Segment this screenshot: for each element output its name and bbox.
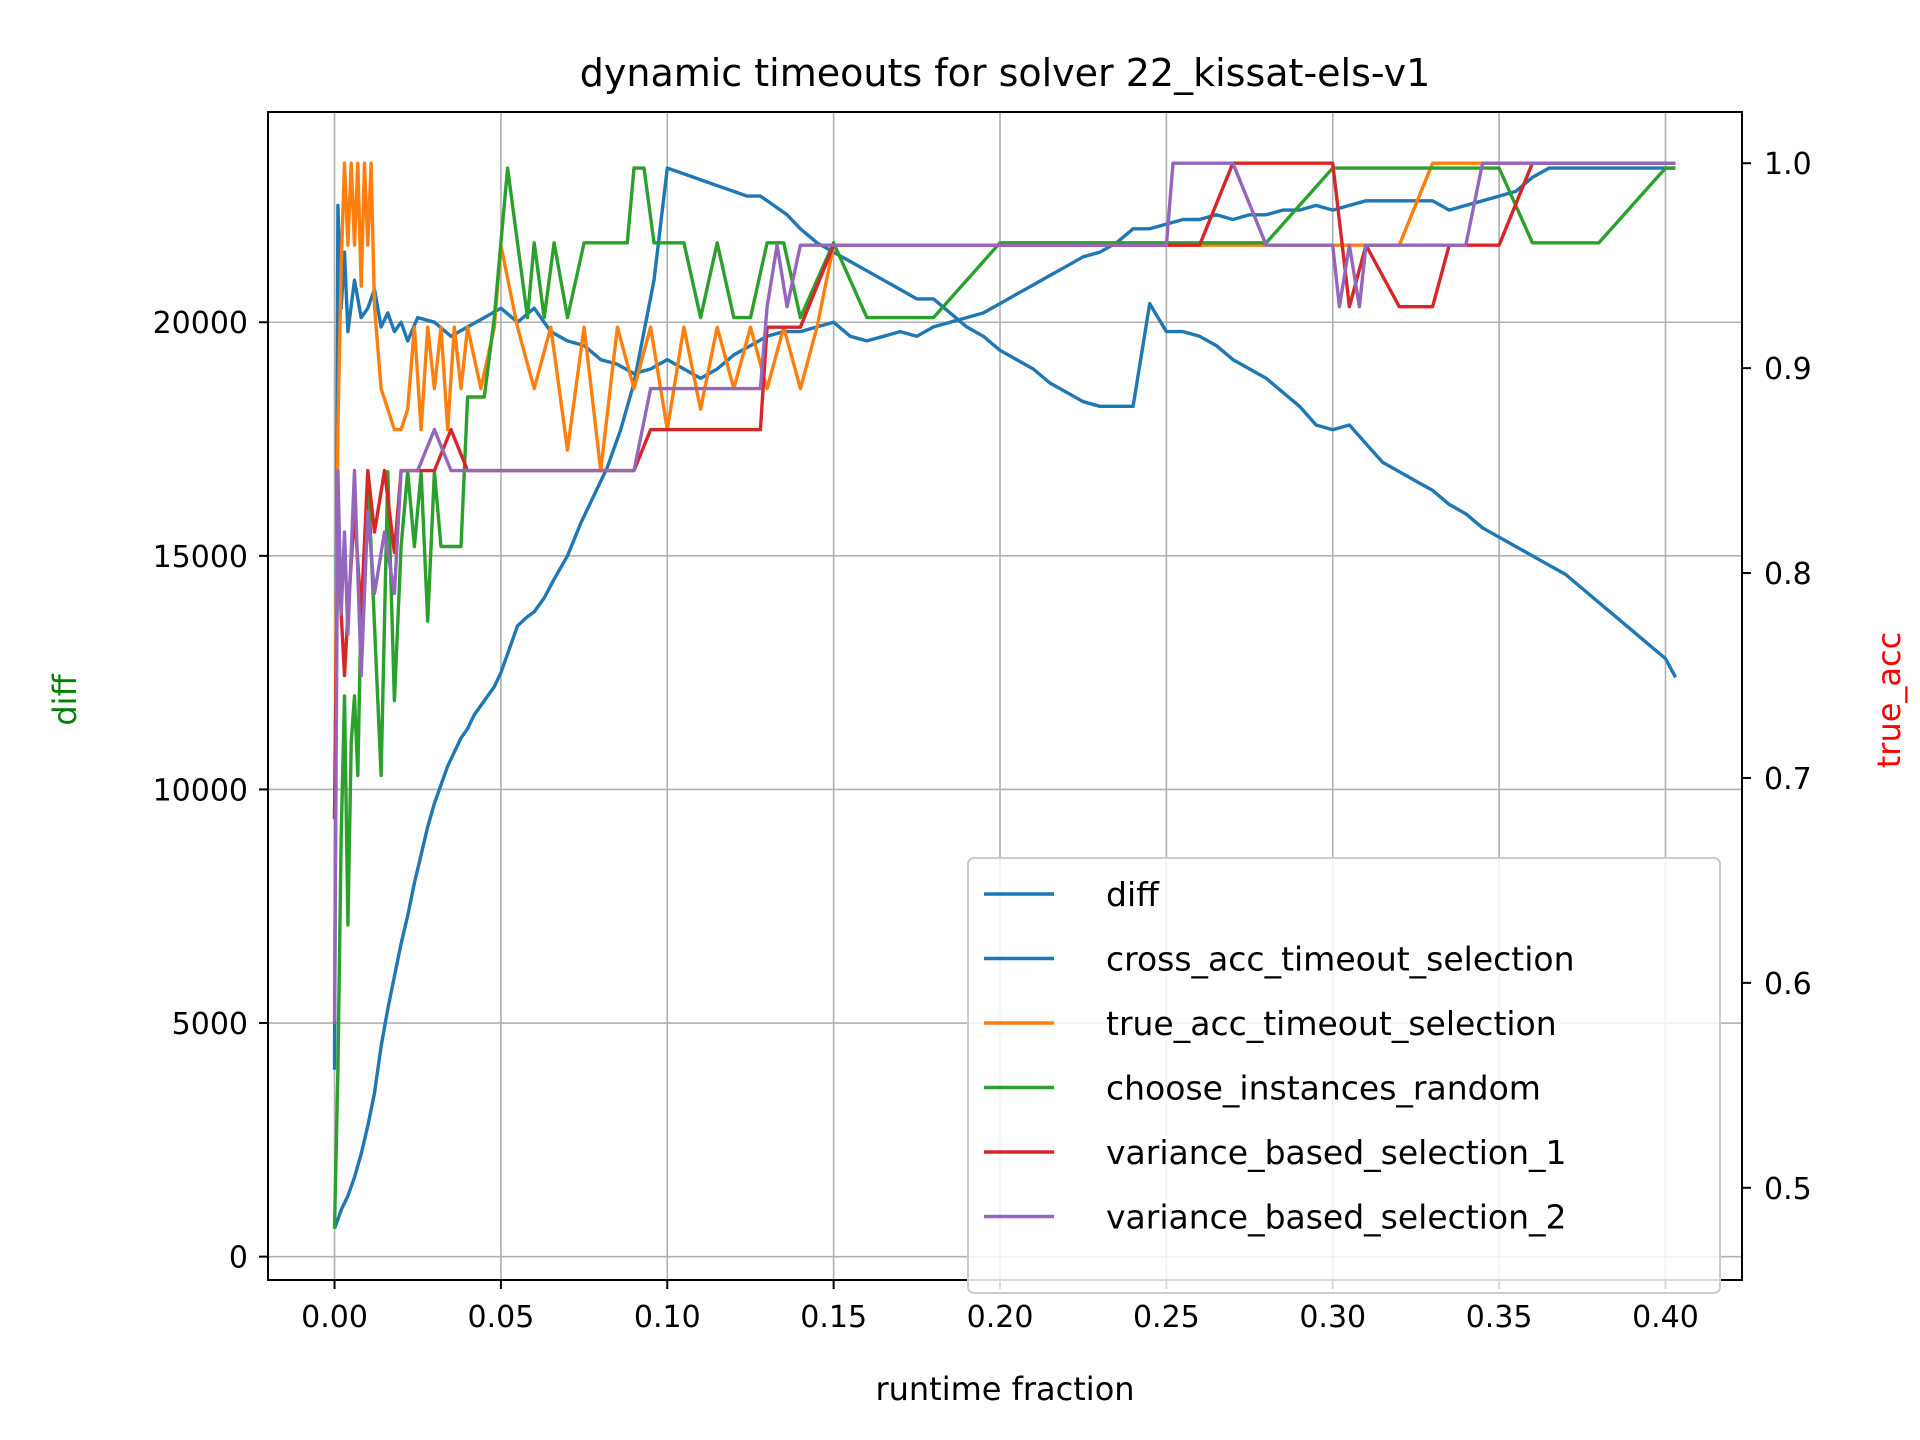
legend-label-diff: diff bbox=[1106, 875, 1160, 914]
legend-box bbox=[967, 857, 1721, 1294]
legend-label-true-acc-timeout-selection: true_acc_timeout_selection bbox=[1106, 1004, 1557, 1043]
legend-label-variance-based-selection-1: variance_based_selection_1 bbox=[1106, 1133, 1567, 1172]
axis-ticks: 0.00 0.05 0.10 0.15 0.20 0.25 0.30 0.35 0.40 0 500… bbox=[153, 147, 1812, 1335]
y-right-tick-label: 0.5 bbox=[1764, 1172, 1812, 1207]
x-axis-label: runtime fraction bbox=[875, 1370, 1134, 1408]
x-tick-label: 0.15 bbox=[800, 1300, 867, 1335]
legend: diff cross_acc_timeout_selection true_acc_… bbox=[967, 857, 1721, 1294]
y-left-tick-label: 10000 bbox=[153, 773, 248, 808]
plot-series bbox=[332, 161, 1677, 1230]
x-tick-label: 0.30 bbox=[1299, 1300, 1366, 1335]
y-left-tick-label: 5000 bbox=[172, 1007, 248, 1042]
x-tick-label: 0.00 bbox=[301, 1300, 368, 1335]
y-left-tick-label: 0 bbox=[229, 1241, 248, 1276]
y-right-tick-label: 0.8 bbox=[1764, 557, 1812, 592]
series-line-cross-acc-timeout-selection bbox=[332, 166, 1676, 1070]
y-axis-left-label: diff bbox=[46, 673, 84, 725]
chart-title: dynamic timeouts for solver 22_kissat-el… bbox=[580, 51, 1431, 95]
x-tick-label: 0.40 bbox=[1632, 1300, 1699, 1335]
y-right-tick-label: 0.6 bbox=[1764, 967, 1812, 1002]
x-tick-label: 0.05 bbox=[468, 1300, 535, 1335]
x-tick-label: 0.25 bbox=[1133, 1300, 1200, 1335]
legend-label-choose-instances-random: choose_instances_random bbox=[1106, 1069, 1541, 1108]
legend-label-variance-based-selection-2: variance_based_selection_2 bbox=[1106, 1198, 1567, 1237]
y-right-tick-label: 0.7 bbox=[1764, 762, 1812, 797]
series-line-variance-based-selection-1 bbox=[332, 161, 1676, 819]
legend-label-cross-acc-timeout-selection: cross_acc_timeout_selection bbox=[1106, 940, 1575, 979]
y-axis-right-label: true_acc bbox=[1870, 632, 1908, 768]
x-tick-label: 0.10 bbox=[634, 1300, 701, 1335]
x-tick-label: 0.35 bbox=[1466, 1300, 1533, 1335]
series-line-choose-instances-random bbox=[332, 166, 1676, 1229]
series-line-diff bbox=[332, 166, 1677, 1230]
y-right-tick-label: 0.9 bbox=[1764, 352, 1812, 387]
x-tick-label: 0.20 bbox=[967, 1300, 1034, 1335]
y-right-tick-label: 1.0 bbox=[1764, 147, 1812, 182]
y-left-tick-label: 20000 bbox=[153, 306, 248, 341]
series-line-variance-based-selection-2 bbox=[332, 161, 1676, 1024]
y-left-tick-label: 15000 bbox=[153, 540, 248, 575]
